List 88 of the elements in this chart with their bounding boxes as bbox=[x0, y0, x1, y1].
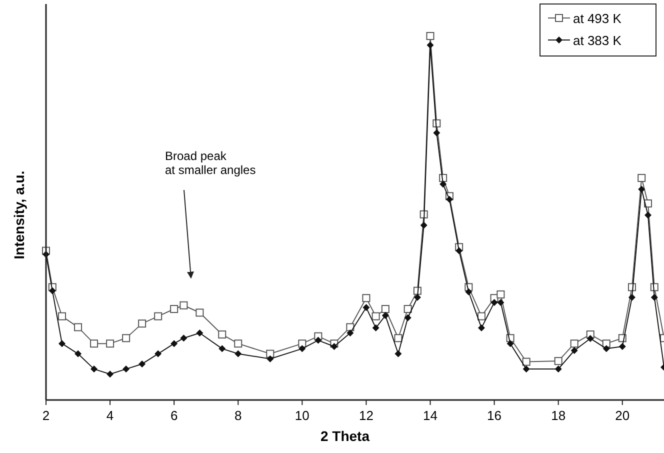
point bbox=[456, 247, 463, 254]
point bbox=[218, 345, 226, 352]
point bbox=[74, 323, 82, 332]
x-tick-label: 6 bbox=[170, 408, 178, 423]
point bbox=[602, 340, 610, 348]
point bbox=[404, 314, 412, 322]
point bbox=[138, 360, 146, 368]
point bbox=[650, 294, 658, 301]
legend-label: at 383 K bbox=[573, 33, 622, 48]
point bbox=[138, 320, 146, 328]
point bbox=[506, 340, 514, 348]
point bbox=[196, 308, 204, 317]
point bbox=[618, 342, 626, 350]
point bbox=[440, 180, 447, 188]
point bbox=[298, 340, 306, 348]
point bbox=[170, 305, 178, 313]
point bbox=[414, 294, 421, 301]
point bbox=[180, 301, 188, 310]
point bbox=[433, 129, 440, 136]
point bbox=[497, 298, 504, 306]
point bbox=[234, 350, 242, 358]
x-axis-title: 2 Theta bbox=[320, 428, 370, 444]
point bbox=[90, 366, 98, 373]
x-tick-label: 2 bbox=[42, 408, 50, 423]
point bbox=[522, 366, 530, 373]
point bbox=[330, 342, 338, 350]
point bbox=[122, 334, 130, 342]
point bbox=[496, 290, 505, 298]
point bbox=[465, 288, 472, 296]
x-tick-label: 14 bbox=[423, 408, 438, 423]
point bbox=[490, 298, 498, 306]
point bbox=[638, 186, 646, 193]
point bbox=[394, 334, 402, 342]
point bbox=[234, 340, 242, 348]
point bbox=[362, 304, 370, 312]
point bbox=[628, 294, 636, 301]
point bbox=[154, 350, 162, 358]
x-tick-label: 4 bbox=[106, 408, 114, 423]
point bbox=[218, 330, 226, 338]
point bbox=[477, 312, 486, 320]
point bbox=[122, 366, 130, 373]
point bbox=[372, 324, 380, 332]
point bbox=[170, 340, 178, 348]
point bbox=[382, 312, 389, 320]
point bbox=[362, 294, 370, 302]
point bbox=[346, 330, 354, 337]
point bbox=[446, 196, 453, 203]
point bbox=[58, 312, 66, 320]
point bbox=[554, 357, 562, 366]
point bbox=[420, 222, 428, 229]
point bbox=[426, 42, 434, 49]
point bbox=[602, 345, 610, 352]
point bbox=[58, 340, 66, 348]
point bbox=[106, 370, 114, 378]
point bbox=[570, 346, 578, 354]
point bbox=[381, 305, 390, 313]
point bbox=[394, 350, 402, 358]
point bbox=[90, 340, 98, 348]
point bbox=[522, 358, 530, 366]
point bbox=[266, 350, 274, 358]
annotation: Broad peak at smaller angles bbox=[165, 149, 256, 177]
point bbox=[74, 350, 82, 358]
point bbox=[106, 340, 114, 348]
x-tick-label: 18 bbox=[551, 408, 566, 423]
point bbox=[570, 340, 578, 348]
point bbox=[586, 334, 594, 342]
x-tick-label: 10 bbox=[294, 408, 310, 423]
x-tick-label: 20 bbox=[615, 408, 630, 423]
point bbox=[404, 305, 412, 313]
point bbox=[644, 212, 652, 219]
point bbox=[180, 334, 188, 342]
point bbox=[426, 32, 434, 40]
point bbox=[554, 366, 562, 373]
point bbox=[48, 287, 56, 294]
point bbox=[266, 355, 274, 362]
point bbox=[154, 312, 162, 320]
point bbox=[478, 324, 485, 332]
point bbox=[314, 336, 322, 344]
x-tick-label: 12 bbox=[358, 408, 374, 423]
point bbox=[346, 323, 354, 332]
x-tick-label: 8 bbox=[234, 408, 242, 423]
point bbox=[372, 312, 380, 320]
point bbox=[298, 345, 306, 352]
x-tick-label: 16 bbox=[487, 408, 502, 423]
point bbox=[638, 174, 646, 182]
point bbox=[196, 330, 204, 337]
legend-label: at 493 K bbox=[573, 11, 622, 26]
y-axis-title: Intensity, a.u. bbox=[11, 170, 27, 260]
